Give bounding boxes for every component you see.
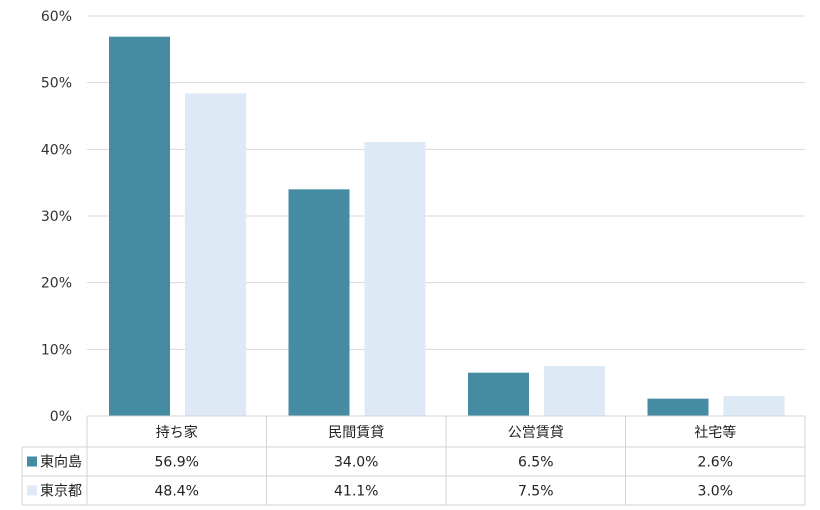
y-tick-label: 20% (41, 276, 72, 292)
bar (185, 93, 246, 416)
series-name: 東向島 (40, 455, 82, 471)
category-label: 公営賃貸 (508, 425, 564, 441)
y-tick-label: 50% (41, 76, 72, 92)
data-value-label: 48.4% (155, 484, 199, 500)
legend-key (27, 456, 37, 467)
bar (288, 189, 350, 416)
data-value-label: 41.1% (334, 484, 378, 500)
y-axis-tick-labels: 0% 10% 20% 30% 40% 50% 60% (41, 9, 72, 425)
bar (544, 366, 605, 416)
data-value-label: 56.9% (155, 455, 199, 471)
data-value-label: 34.0% (334, 455, 378, 471)
bar (468, 372, 529, 416)
bar (723, 396, 785, 416)
legend-key (27, 485, 37, 496)
bars (109, 36, 785, 417)
y-tick-label: 10% (41, 342, 72, 358)
bar (109, 36, 170, 417)
y-tick-label: 30% (41, 209, 72, 225)
series-name: 東京都 (40, 484, 82, 500)
data-value-label: 6.5% (518, 455, 554, 471)
category-label: 社宅等 (694, 424, 736, 441)
y-tick-label: 0% (50, 409, 72, 425)
y-tick-label: 40% (41, 142, 72, 158)
bar (364, 142, 426, 416)
data-value-label: 3.0% (697, 484, 733, 500)
y-tick-label: 60% (41, 9, 72, 25)
data-value-label: 7.5% (518, 484, 554, 500)
category-label: 民間賃貸 (328, 425, 384, 441)
data-value-label: 2.6% (697, 455, 733, 471)
bar (647, 398, 709, 416)
category-label: 持ち家 (156, 424, 198, 441)
